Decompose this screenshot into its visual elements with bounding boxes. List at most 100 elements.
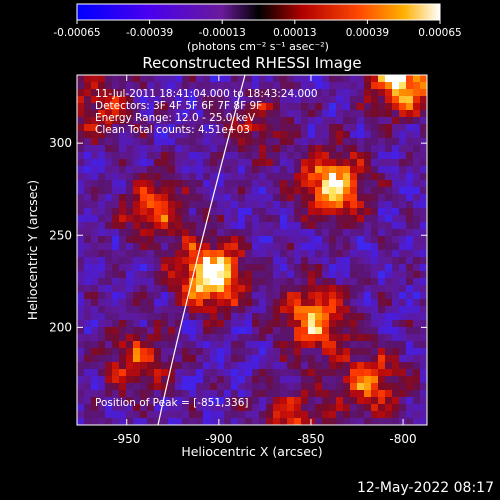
heatmap-cell — [273, 285, 281, 293]
heatmap-cell — [287, 264, 295, 272]
heatmap-cell — [182, 278, 190, 286]
heatmap-cell — [84, 187, 92, 195]
heatmap-cell — [105, 411, 113, 419]
heatmap-cell — [217, 271, 225, 279]
heatmap-cell — [280, 320, 288, 328]
heatmap-cell — [343, 313, 351, 321]
heatmap-cell — [392, 341, 400, 349]
heatmap-cell — [217, 320, 225, 328]
heatmap-cell — [133, 341, 141, 349]
heatmap-cell — [364, 369, 372, 377]
heatmap-cell — [329, 75, 337, 83]
heatmap-cell — [238, 390, 246, 398]
heatmap-cell — [77, 222, 85, 230]
heatmap-cell — [392, 215, 400, 223]
heatmap-cell — [273, 257, 281, 265]
heatmap-cell — [364, 208, 372, 216]
heatmap-cell — [217, 362, 225, 370]
heatmap-cell — [378, 243, 386, 251]
heatmap-cell — [154, 264, 162, 272]
heatmap-cell — [147, 271, 155, 279]
heatmap-cell — [266, 355, 274, 363]
heatmap-cell — [238, 166, 246, 174]
heatmap-cell — [112, 166, 120, 174]
heatmap-cell — [175, 124, 183, 132]
heatmap-cell — [168, 292, 176, 300]
heatmap-cell — [280, 145, 288, 153]
heatmap-cell — [196, 103, 204, 111]
heatmap-cell — [399, 96, 407, 104]
heatmap-cell — [308, 369, 316, 377]
heatmap-cell — [329, 306, 337, 314]
heatmap-cell — [84, 397, 92, 405]
heatmap-cell — [259, 180, 267, 188]
heatmap-cell — [231, 145, 239, 153]
heatmap-cell — [322, 89, 330, 97]
heatmap-cell — [406, 278, 414, 286]
heatmap-cell — [294, 355, 302, 363]
heatmap-cell — [168, 236, 176, 244]
heatmap-cell — [154, 89, 162, 97]
heatmap-cell — [273, 397, 281, 405]
heatmap-cell — [266, 320, 274, 328]
heatmap-cell — [126, 341, 134, 349]
heatmap-cell — [238, 201, 246, 209]
heatmap-cell — [133, 313, 141, 321]
heatmap-cell — [322, 278, 330, 286]
heatmap-cell — [315, 404, 323, 412]
heatmap-cell — [231, 187, 239, 195]
heatmap-cell — [357, 243, 365, 251]
heatmap-cell — [147, 264, 155, 272]
heatmap-cell — [245, 243, 253, 251]
heatmap-cell — [196, 404, 204, 412]
heatmap-cell — [329, 110, 337, 118]
heatmap-cell — [406, 271, 414, 279]
heatmap-cell — [224, 180, 232, 188]
heatmap-cell — [385, 103, 393, 111]
heatmap-cell — [245, 187, 253, 195]
heatmap-cell — [168, 383, 176, 391]
heatmap-cell — [224, 194, 232, 202]
heatmap-cell — [273, 103, 281, 111]
heatmap-cell — [210, 215, 218, 223]
heatmap-cell — [273, 201, 281, 209]
heatmap-cell — [350, 229, 358, 237]
heatmap-cell — [413, 264, 421, 272]
heatmap-cell — [399, 103, 407, 111]
heatmap-cell — [385, 243, 393, 251]
heatmap-cell — [147, 320, 155, 328]
heatmap-cell — [91, 103, 99, 111]
heatmap-cell — [308, 404, 316, 412]
heatmap-cell — [413, 313, 421, 321]
heatmap-cell — [413, 222, 421, 230]
heatmap-cell — [77, 117, 85, 125]
heatmap-cell — [154, 320, 162, 328]
heatmap-cell — [420, 194, 427, 202]
heatmap-cell — [175, 187, 183, 195]
heatmap-cell — [161, 369, 169, 377]
heatmap-cell — [168, 418, 176, 425]
heatmap-cell — [105, 390, 113, 398]
heatmap-cell — [231, 222, 239, 230]
heatmap-cell — [98, 75, 106, 83]
heatmap-cell — [273, 180, 281, 188]
heatmap-cell — [140, 159, 148, 167]
heatmap-cell — [385, 208, 393, 216]
heatmap-cell — [238, 418, 246, 425]
heatmap-cell — [161, 383, 169, 391]
heatmap-cell — [273, 264, 281, 272]
heatmap-cell — [210, 82, 218, 90]
heatmap-cell — [378, 362, 386, 370]
heatmap-cell — [343, 243, 351, 251]
heatmap-cell — [84, 131, 92, 139]
heatmap-cell — [357, 404, 365, 412]
heatmap-cell — [126, 166, 134, 174]
heatmap-cell — [224, 75, 232, 83]
heatmap-cell — [371, 264, 379, 272]
heatmap-cell — [77, 264, 85, 272]
heatmap-cell — [224, 383, 232, 391]
heatmap-cell — [105, 159, 113, 167]
heatmap-cell — [378, 159, 386, 167]
heatmap-cell — [224, 124, 232, 132]
heatmap-cell — [343, 152, 351, 160]
